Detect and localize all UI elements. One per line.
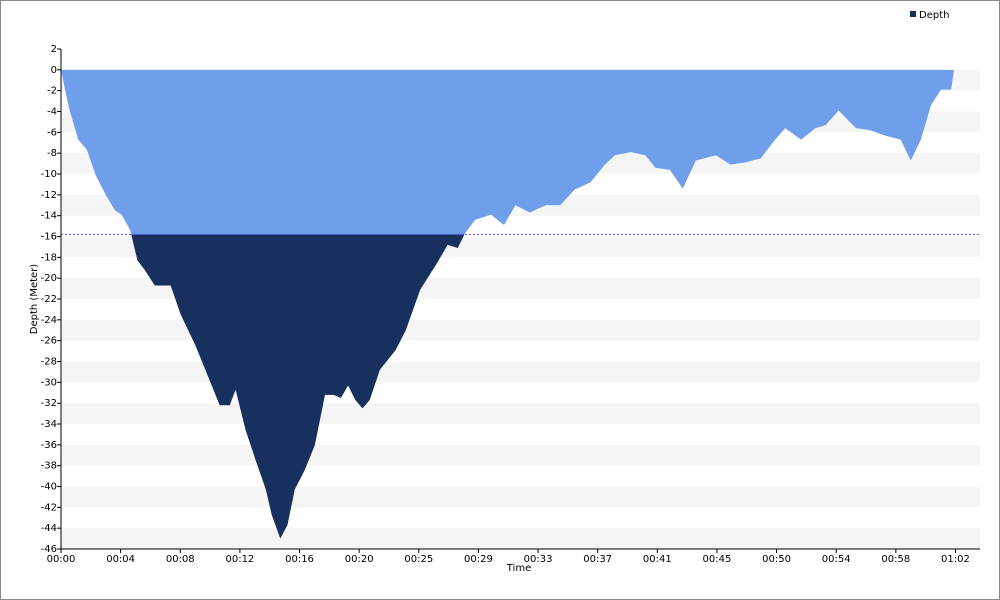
y-tick-label: -2 xyxy=(47,86,57,97)
x-tick-label: 00:08 xyxy=(166,554,195,565)
x-tick-label: 00:29 xyxy=(464,554,493,565)
y-tick-label: -16 xyxy=(41,232,57,243)
y-tick-label: 2 xyxy=(51,44,57,55)
y-axis-label: Depth (Meter) xyxy=(29,264,40,335)
x-tick-label: 00:25 xyxy=(404,554,433,565)
y-tick-label: -22 xyxy=(41,294,57,305)
y-tick-label: -28 xyxy=(41,357,57,368)
y-tick-label: -12 xyxy=(41,190,57,201)
grid-stripe xyxy=(61,361,980,383)
y-tick-label: -6 xyxy=(47,127,57,138)
x-tick-label: 00:20 xyxy=(345,554,374,565)
grid-stripe xyxy=(61,486,980,508)
grid-stripe xyxy=(61,528,980,549)
depth-area xyxy=(61,69,955,539)
grid-stripe xyxy=(61,403,980,424)
y-tick-label: -36 xyxy=(41,440,57,451)
x-tick-label: 01:02 xyxy=(941,554,970,565)
x-tick-label: 00:50 xyxy=(762,554,791,565)
y-tick-label: 0 xyxy=(51,65,57,76)
x-tick-label: 00:12 xyxy=(225,554,254,565)
x-tick-label: 00:00 xyxy=(47,554,76,565)
x-tick-label: 00:16 xyxy=(285,554,314,565)
x-tick-label: 00:04 xyxy=(106,554,135,565)
y-tick-label: -24 xyxy=(41,315,57,326)
x-tick-label: 00:41 xyxy=(643,554,672,565)
x-tick-label: 00:37 xyxy=(583,554,612,565)
y-tick-label: -38 xyxy=(41,461,57,472)
y-tick-label: -10 xyxy=(41,169,57,180)
y-tick-label: -44 xyxy=(41,523,57,534)
x-tick-label: 00:45 xyxy=(703,554,732,565)
grid-stripe xyxy=(61,444,980,466)
y-tick-label: -46 xyxy=(41,544,57,555)
y-tick-label: -18 xyxy=(41,252,57,263)
y-tick-label: -34 xyxy=(41,419,57,430)
y-tick-label: -40 xyxy=(41,482,57,493)
legend-swatch xyxy=(910,11,916,17)
y-tick-label: -14 xyxy=(41,211,57,222)
x-tick-label: 00:54 xyxy=(822,554,851,565)
y-tick-label: -42 xyxy=(41,502,57,513)
x-axis-label: Time xyxy=(506,563,531,574)
y-tick-label: -8 xyxy=(47,148,57,159)
y-tick-label: -4 xyxy=(47,107,57,118)
x-tick-label: 00:58 xyxy=(881,554,910,565)
y-tick-label: -26 xyxy=(41,336,57,347)
legend-label: Depth xyxy=(919,10,949,21)
y-tick-label: -20 xyxy=(41,273,57,284)
x-tick-label: 00:33 xyxy=(524,554,553,565)
y-tick-label: -30 xyxy=(41,377,57,388)
y-tick-label: -32 xyxy=(41,398,57,409)
